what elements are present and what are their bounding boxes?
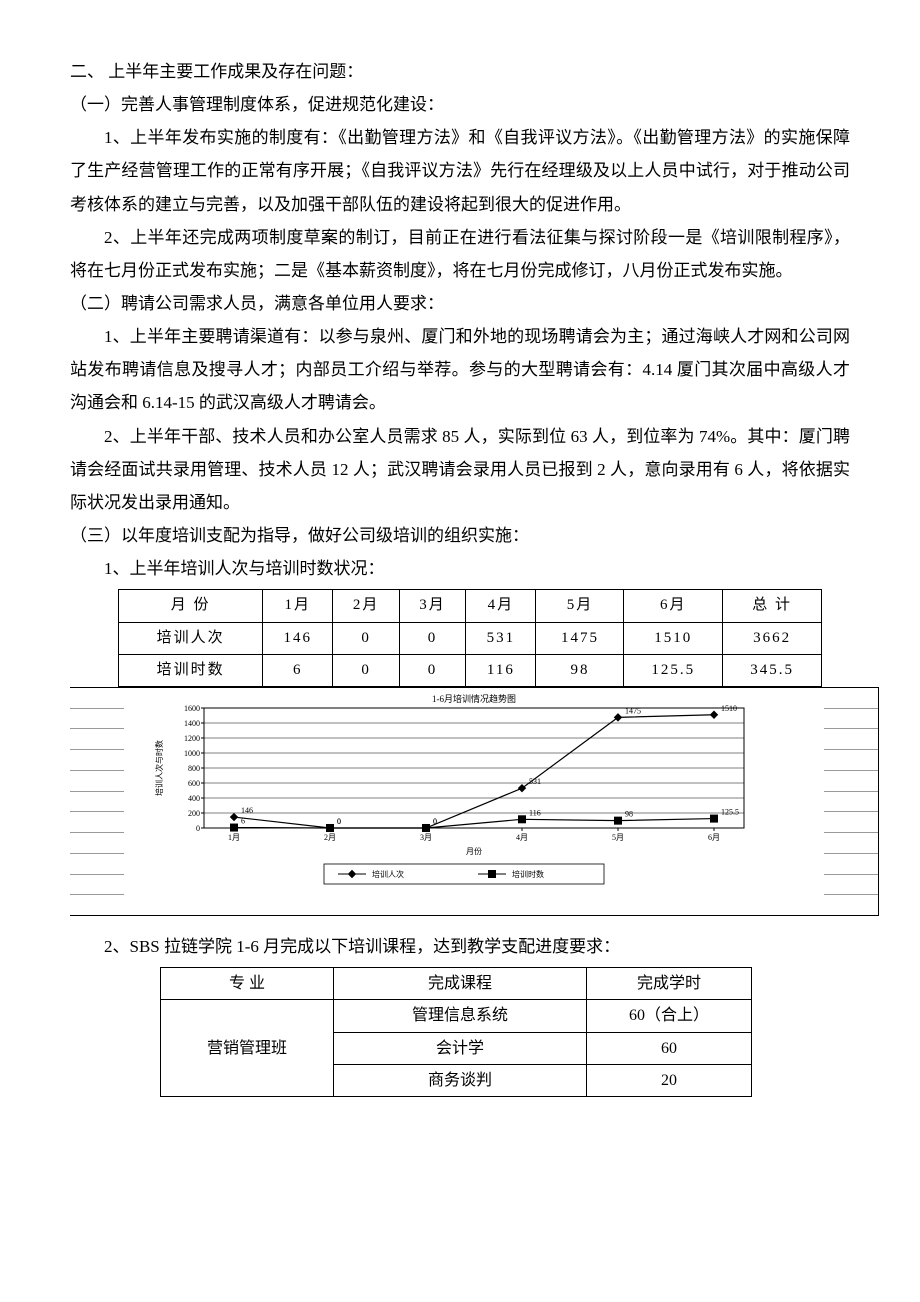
th-m1: 1月 <box>263 590 333 622</box>
svg-text:125.5: 125.5 <box>721 808 739 817</box>
cell: 345.5 <box>723 654 822 686</box>
svg-text:1600: 1600 <box>184 704 200 713</box>
th-m4: 4月 <box>466 590 536 622</box>
svg-text:4月: 4月 <box>516 833 528 842</box>
cell: 0 <box>399 654 465 686</box>
svg-text:培训人次与时数: 培训人次与时数 <box>154 740 164 796</box>
svg-text:培训时数: 培训时数 <box>512 869 544 879</box>
course-cell: 管理信息系统 <box>334 1000 587 1032</box>
th-hours: 完成学时 <box>587 968 752 1000</box>
svg-text:1510: 1510 <box>721 704 737 713</box>
th-month: 月 份 <box>119 590 263 622</box>
th-total: 总 计 <box>723 590 822 622</box>
svg-text:600: 600 <box>188 779 200 788</box>
subsection-2-title: （二）聘请公司需求人员，满意各单位用人要求： <box>70 287 850 320</box>
hours-cell: 60 <box>587 1032 752 1064</box>
cell: 0 <box>399 622 465 654</box>
subsection-1-title: （一）完善人事管理制度体系，促进规范化建设： <box>70 88 850 121</box>
svg-text:5月: 5月 <box>612 833 624 842</box>
th-m2: 2月 <box>333 590 399 622</box>
cell: 1510 <box>624 622 723 654</box>
svg-text:1475: 1475 <box>625 706 641 715</box>
th-major: 专 业 <box>161 968 334 1000</box>
svg-text:146: 146 <box>241 806 253 815</box>
group-label: 营销管理班 <box>161 1000 334 1097</box>
table-row: 培训人次 146 0 0 531 1475 1510 3662 <box>119 622 822 654</box>
table-row: 培训时数 6 0 0 116 98 125.5 345.5 <box>119 654 822 686</box>
cell: 0 <box>333 654 399 686</box>
sub3-p1: 1、上半年培训人次与培训时数状况： <box>70 552 850 585</box>
sub2-p2: 2、上半年干部、技术人员和办公室人员需求 85 人，实际到位 63 人，到位率为… <box>70 420 850 519</box>
svg-text:0: 0 <box>433 817 437 826</box>
svg-text:1月: 1月 <box>228 833 240 842</box>
cell: 0 <box>333 622 399 654</box>
training-trend-chart: 1-6月培训情况趋势图02004006008001000120014001600… <box>124 692 824 907</box>
table-header-row: 月 份 1月 2月 3月 4月 5月 6月 总 计 <box>119 590 822 622</box>
svg-text:531: 531 <box>529 777 541 786</box>
cell: 98 <box>536 654 624 686</box>
svg-text:1400: 1400 <box>184 719 200 728</box>
svg-text:1000: 1000 <box>184 749 200 758</box>
sub2-p1: 1、上半年主要聘请渠道有：以参与泉州、厦门和外地的现场聘请会为主；通过海峡人才网… <box>70 320 850 419</box>
svg-text:1200: 1200 <box>184 734 200 743</box>
course-table: 专 业 完成课程 完成学时 营销管理班 管理信息系统 60（合上） 会计学 60… <box>160 967 752 1097</box>
svg-text:3月: 3月 <box>420 833 432 842</box>
cell: 116 <box>466 654 536 686</box>
svg-text:200: 200 <box>188 809 200 818</box>
row-label: 培训人次 <box>119 622 263 654</box>
table-row: 营销管理班 管理信息系统 60（合上） <box>161 1000 752 1032</box>
training-table: 月 份 1月 2月 3月 4月 5月 6月 总 计 培训人次 146 0 0 5… <box>118 589 822 687</box>
th-m3: 3月 <box>399 590 465 622</box>
svg-text:116: 116 <box>529 808 541 817</box>
svg-text:0: 0 <box>337 817 341 826</box>
svg-text:400: 400 <box>188 794 200 803</box>
section-2-title: 二、 上半年主要工作成果及存在问题： <box>70 55 850 88</box>
cell: 146 <box>263 622 333 654</box>
sub3-p2: 2、SBS 拉链学院 1-6 月完成以下培训课程，达到教学支配进度要求： <box>70 930 850 963</box>
svg-text:月份: 月份 <box>466 846 482 856</box>
svg-text:2月: 2月 <box>324 833 336 842</box>
th-course: 完成课程 <box>334 968 587 1000</box>
cell: 3662 <box>723 622 822 654</box>
table-header-row: 专 业 完成课程 完成学时 <box>161 968 752 1000</box>
course-cell: 会计学 <box>334 1032 587 1064</box>
svg-text:6: 6 <box>241 817 245 826</box>
cell: 1475 <box>536 622 624 654</box>
svg-text:98: 98 <box>625 810 633 819</box>
hours-cell: 20 <box>587 1064 752 1096</box>
row-label: 培训时数 <box>119 654 263 686</box>
course-cell: 商务谈判 <box>334 1064 587 1096</box>
subsection-3-title: （三）以年度培训支配为指导，做好公司级培训的组织实施： <box>70 519 850 552</box>
cell: 6 <box>263 654 333 686</box>
sub1-p1: 1、上半年发布实施的制度有：《出勤管理方法》和《自我评议方法》。《出勤管理方法》… <box>70 121 850 220</box>
cell: 531 <box>466 622 536 654</box>
chart-container: 1-6月培训情况趋势图02004006008001000120014001600… <box>70 687 879 916</box>
svg-text:1-6月培训情况趋势图: 1-6月培训情况趋势图 <box>432 693 516 704</box>
hours-cell: 60（合上） <box>587 1000 752 1032</box>
sub1-p2: 2、上半年还完成两项制度草案的制订，目前正在进行看法征集与探讨阶段一是《培训限制… <box>70 221 850 287</box>
svg-text:培训人次: 培训人次 <box>372 869 404 879</box>
cell: 125.5 <box>624 654 723 686</box>
svg-text:0: 0 <box>196 824 200 833</box>
th-m5: 5月 <box>536 590 624 622</box>
svg-text:800: 800 <box>188 764 200 773</box>
svg-text:6月: 6月 <box>708 833 720 842</box>
th-m6: 6月 <box>624 590 723 622</box>
